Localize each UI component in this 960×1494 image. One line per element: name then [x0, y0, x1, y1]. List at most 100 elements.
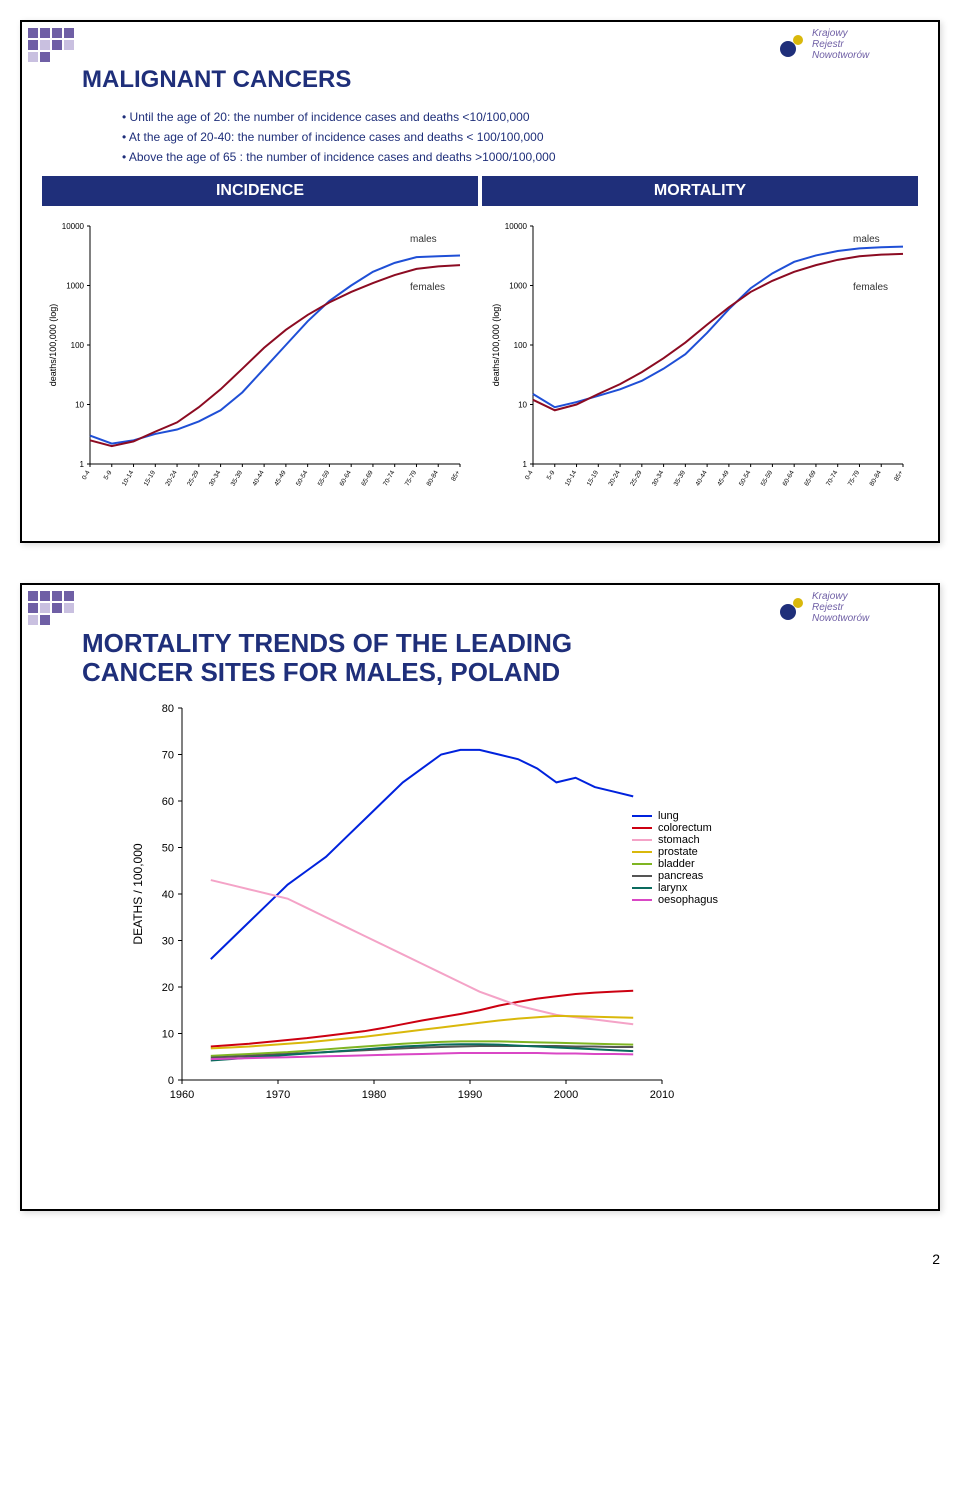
svg-text:10-14: 10-14 [564, 469, 579, 487]
svg-text:65-69: 65-69 [803, 469, 818, 487]
bullet-list: • Until the age of 20: the number of inc… [122, 108, 918, 166]
svg-text:45-49: 45-49 [716, 469, 731, 487]
svg-text:deaths/100,000 (log): deaths/100,000 (log) [491, 304, 501, 387]
svg-text:0-4: 0-4 [524, 469, 535, 481]
svg-text:25-29: 25-29 [629, 469, 644, 487]
logo-text: Krajowy Rejestr Nowotworów [812, 591, 869, 624]
logo: Krajowy Rejestr Nowotworów [778, 28, 928, 61]
svg-text:60-64: 60-64 [782, 469, 797, 487]
svg-text:10000: 10000 [505, 222, 528, 231]
svg-text:2010: 2010 [650, 1089, 674, 1101]
corner-decoration [28, 28, 74, 62]
svg-text:45-49: 45-49 [273, 469, 288, 487]
svg-text:50-54: 50-54 [295, 469, 310, 487]
svg-text:10000: 10000 [62, 222, 85, 231]
page-number: 2 [20, 1251, 940, 1267]
svg-text:1: 1 [523, 460, 528, 469]
svg-text:1000: 1000 [509, 282, 527, 291]
svg-text:55-59: 55-59 [317, 469, 332, 487]
svg-text:15-19: 15-19 [586, 469, 601, 487]
svg-text:25-29: 25-29 [186, 469, 201, 487]
svg-text:70: 70 [162, 750, 174, 762]
trends-chart: 0 10 20 30 40 50 60 70 80 1960 1970 1980 1990 2000 201… [42, 690, 692, 1120]
band-mortality: MORTALITY [482, 176, 918, 206]
svg-text:50: 50 [162, 843, 174, 855]
svg-text:females: females [853, 282, 888, 293]
legend-item: pancreas [632, 870, 718, 882]
bullet-3: • Above the age of 65 : the number of in… [122, 148, 918, 166]
legend-item: bladder [632, 858, 718, 870]
svg-text:10: 10 [162, 1029, 174, 1041]
svg-text:60-64: 60-64 [339, 469, 354, 487]
svg-text:2000: 2000 [554, 1089, 578, 1101]
svg-text:1970: 1970 [266, 1089, 290, 1101]
trends-legend: lungcolorectumstomachprostatebladderpanc… [632, 810, 718, 906]
legend-item: larynx [632, 882, 718, 894]
logo-icon [778, 31, 806, 59]
svg-text:5-9: 5-9 [546, 469, 557, 481]
svg-text:85+: 85+ [893, 469, 905, 482]
svg-text:35-39: 35-39 [230, 469, 245, 487]
svg-text:deaths/100,000 (log): deaths/100,000 (log) [48, 304, 58, 387]
slide2-title: MORTALITY TRENDS OF THE LEADING CANCER S… [82, 629, 918, 686]
svg-text:75-79: 75-79 [847, 469, 862, 487]
band-incidence: INCIDENCE [42, 176, 478, 206]
svg-text:70-74: 70-74 [825, 469, 840, 487]
incidence-chart: 1 10 100 1000 10000 deaths/100,000 (log) 0-4 5-… [42, 216, 475, 521]
svg-text:males: males [853, 234, 880, 245]
corner-decoration [28, 591, 74, 625]
svg-text:30-34: 30-34 [651, 469, 666, 487]
svg-text:5-9: 5-9 [103, 469, 114, 481]
svg-text:80: 80 [162, 703, 174, 715]
bullet-2: • At the age of 20-40: the number of inc… [122, 128, 918, 146]
logo-text: Krajowy Rejestr Nowotworów [812, 28, 869, 61]
bullet-1: • Until the age of 20: the number of inc… [122, 108, 918, 126]
legend-item: lung [632, 810, 718, 822]
svg-text:40-44: 40-44 [251, 469, 266, 487]
svg-text:55-59: 55-59 [760, 469, 775, 487]
slide-2: Krajowy Rejestr Nowotworów MORTALITY TRE… [20, 583, 940, 1211]
svg-text:males: males [410, 234, 437, 245]
svg-text:0-4: 0-4 [81, 469, 92, 481]
svg-text:10: 10 [518, 401, 527, 410]
svg-text:1: 1 [80, 460, 85, 469]
legend-item: oesophagus [632, 894, 718, 906]
svg-text:30: 30 [162, 936, 174, 948]
svg-text:65-69: 65-69 [360, 469, 375, 487]
svg-text:10: 10 [75, 401, 84, 410]
svg-text:10-14: 10-14 [121, 469, 136, 487]
svg-text:35-39: 35-39 [673, 469, 688, 487]
svg-text:40-44: 40-44 [694, 469, 709, 487]
svg-text:females: females [410, 282, 445, 293]
svg-text:100: 100 [514, 341, 528, 350]
svg-text:30-34: 30-34 [208, 469, 223, 487]
svg-text:70-74: 70-74 [382, 469, 397, 487]
slide-1: Krajowy Rejestr Nowotworów MALIGNANT CAN… [20, 20, 940, 543]
svg-text:40: 40 [162, 889, 174, 901]
svg-text:100: 100 [71, 341, 85, 350]
svg-text:1000: 1000 [66, 282, 84, 291]
legend-item: prostate [632, 846, 718, 858]
svg-text:1960: 1960 [170, 1089, 194, 1101]
svg-text:50-54: 50-54 [738, 469, 753, 487]
svg-text:0: 0 [168, 1075, 174, 1087]
svg-text:20-24: 20-24 [607, 469, 622, 487]
legend-item: colorectum [632, 822, 718, 834]
logo-icon [778, 594, 806, 622]
svg-text:60: 60 [162, 796, 174, 808]
svg-text:20-24: 20-24 [164, 469, 179, 487]
svg-text:15-19: 15-19 [143, 469, 158, 487]
svg-text:1980: 1980 [362, 1089, 386, 1101]
svg-text:80-84: 80-84 [869, 469, 884, 487]
svg-text:20: 20 [162, 982, 174, 994]
legend-item: stomach [632, 834, 718, 846]
section-bands: INCIDENCE MORTALITY [42, 176, 918, 206]
svg-text:75-79: 75-79 [404, 469, 419, 487]
svg-text:80-84: 80-84 [426, 469, 441, 487]
mortality-chart: 1 10 100 1000 10000 deaths/100,000 (log) 0-4 5-… [485, 216, 918, 521]
svg-text:DEATHS / 100,000: DEATHS / 100,000 [131, 843, 145, 944]
slide-title: MALIGNANT CANCERS [82, 66, 918, 94]
svg-text:1990: 1990 [458, 1089, 482, 1101]
logo: Krajowy Rejestr Nowotworów [778, 591, 928, 624]
svg-text:85+: 85+ [450, 469, 462, 482]
